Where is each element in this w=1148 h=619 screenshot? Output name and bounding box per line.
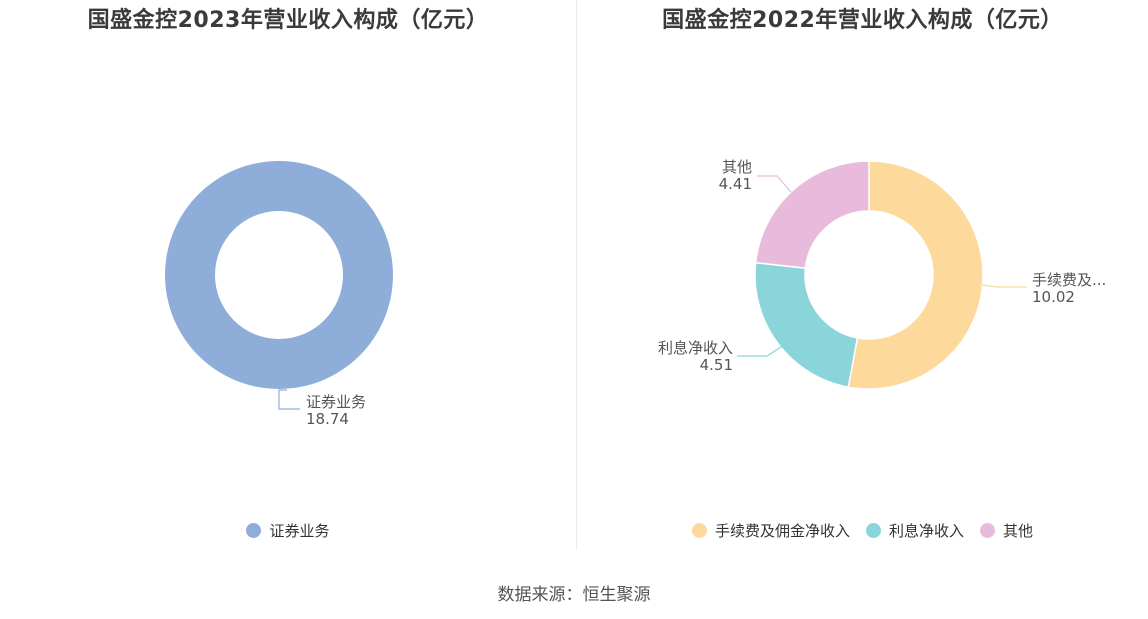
pie-slice [165,161,393,389]
legend-label: 其他 [1003,522,1034,540]
legend-label: 手续费及佣金净收入 [714,522,850,540]
pie-slice [754,160,870,269]
leader-line [757,175,792,193]
slice-label: 手续费及... [1032,271,1106,289]
chart-panel-2022: 国盛金控2022年营业收入构成（亿元） 手续费及... 10.02 利息净收入 4.5… [577,0,1148,555]
legend-item[interactable]: 手续费及佣金净收入 [691,520,850,541]
chart-title: 国盛金控2023年营业收入构成（亿元） [87,8,489,33]
legend-marker [980,523,995,538]
data-source: 数据来源：恒生聚源 [497,585,651,605]
legend-label: 证券业务 [269,522,330,540]
legend-marker [865,523,881,538]
pie-slice [754,261,859,388]
legend-item[interactable]: 其他 [980,520,1033,541]
legend-marker [246,523,262,538]
panel-divider [576,0,577,550]
slice-label: 证券业务 [306,393,366,411]
leader-line [981,284,1027,288]
chart-legend: 手续费及佣金净收入 利息净收入 其他 [577,520,1148,541]
leader-line [278,389,300,410]
slice-label: 其他 [722,158,752,176]
legend-item[interactable]: 利息净收入 [865,520,964,541]
legend-item[interactable]: 证券业务 [246,520,330,541]
legend-marker [691,523,707,538]
slice-value-label: 4.51 [700,356,733,374]
slice-value-label: 10.02 [1032,288,1075,306]
chart-legend: 证券业务 [0,520,576,541]
chart-title: 国盛金控2022年营业收入构成（亿元） [662,8,1063,33]
slice-value-label: 4.41 [719,175,752,193]
pie-slice [847,160,984,390]
leader-line [737,344,785,357]
chart-panel-2023: 国盛金控2023年营业收入构成（亿元） 证券业务 18.74 证券业务 [0,0,576,555]
slice-label: 利息净收入 [658,339,733,357]
slice-value-label: 18.74 [306,410,349,428]
legend-label: 利息净收入 [888,522,964,540]
